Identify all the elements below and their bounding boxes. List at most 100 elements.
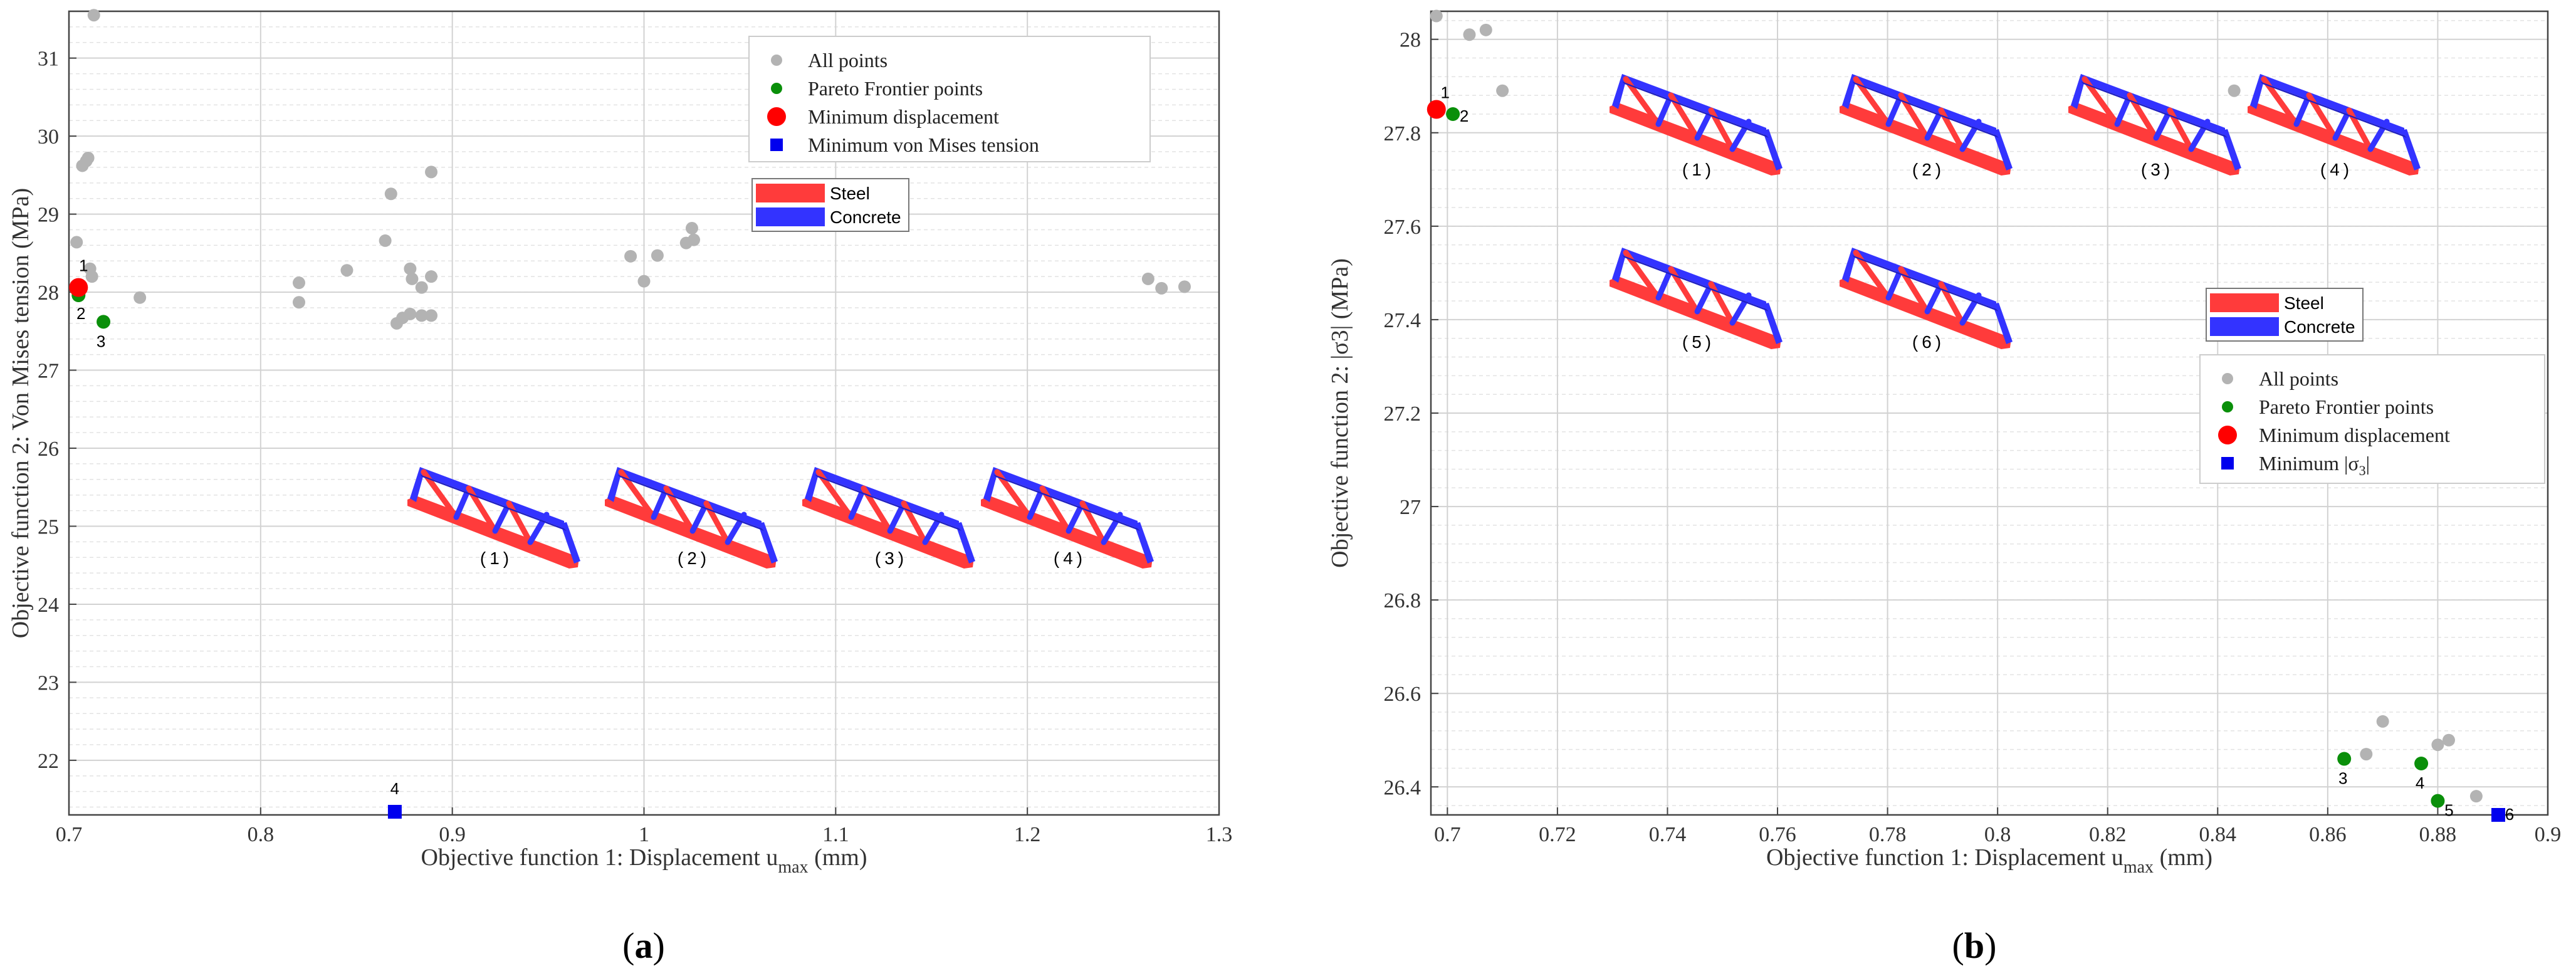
concrete-diagonal-6 [2188,118,2211,152]
data-point [2376,715,2389,728]
truss-diagram-6 [1840,248,2013,349]
data-point [1463,28,1476,41]
concrete-diagonal-6 [1959,292,1982,326]
data-point-square [2491,808,2505,822]
y-tick-label: 23 [38,671,59,695]
material-legend: Steel Concrete [2206,288,2364,342]
steel-diagonal-1 [2081,76,2120,127]
concrete-right-post [1762,129,1783,171]
concrete-diagonal-6 [527,512,550,545]
x-tick-label: 0.8 [248,823,275,846]
panel-label: (b) [1952,925,1997,966]
truss-diagram-2 [605,467,778,569]
concrete-top-chord [617,467,762,528]
steel-diagonal-1 [1853,249,1892,301]
x-tick-label: 0.86 [2309,823,2347,846]
point-label: 3 [2338,769,2347,788]
truss-caption: (3) [2141,160,2174,179]
truss-diagram-1 [1610,74,1783,176]
concrete-swatch [2210,317,2279,336]
concrete-top-chord [815,467,959,528]
legend-subscript: 3 [2359,463,2366,478]
legend: All points Pareto Frontier points Minimum … [748,36,1151,162]
x-tick-label: 0.8 [1984,823,2011,846]
series-0 [1430,9,2483,803]
concrete-right-post [1134,522,1154,564]
y-tick-label: 25 [38,515,59,538]
y-tick-label: 27.8 [1384,122,1422,145]
series-2 [1427,100,1446,119]
data-point [1496,84,1509,97]
concrete-top-chord [1622,74,1766,135]
point-label: 6 [2505,805,2514,824]
data-point [2414,757,2429,771]
data-point [69,278,88,297]
data-point [406,272,419,285]
panel-letter: b [1964,925,1984,966]
y-tick-label: 24 [38,594,59,617]
legend-box [748,36,1151,162]
data-point [70,236,83,249]
truss-caption: (1) [1682,160,1715,179]
data-point [81,151,95,164]
y-tick-label: 29 [38,204,59,227]
data-point [425,165,438,179]
data-point [637,275,651,288]
data-point [404,262,417,275]
x-tick-label: 1.3 [1206,823,1233,846]
data-point [1427,100,1446,119]
data-point [379,234,392,247]
steel-diagonal-1 [1623,76,1662,127]
x-tick-label: 0.76 [1759,823,1796,846]
panel-letter: a [635,925,653,966]
concrete-right-post [2221,129,2241,171]
x-tick-label: 0.9 [439,823,466,846]
data-point [415,281,428,294]
concrete-top-chord [1852,248,1996,309]
point-label: 2 [76,304,85,323]
concrete-right-post [1762,303,1783,344]
x-tick-label: 1.2 [1014,823,1041,846]
y-tick-label: 27.6 [1384,216,1422,239]
concrete-right-post [2401,129,2421,171]
steel-diagonal-1 [994,469,1033,520]
data-point [293,296,305,309]
legend-label: Pareto Frontier points [2259,396,2434,418]
data-point [624,249,637,263]
x-tick-label: 1.1 [822,823,849,846]
x-tick-label: 0.82 [2089,823,2127,846]
concrete-top-chord [1852,74,1996,135]
concrete-diagonal-6 [725,512,747,545]
concrete-right-post [758,522,778,564]
concrete-shadow [1622,255,1769,312]
concrete-top-chord [420,467,564,528]
truss-caption: (1) [480,548,513,568]
steel-diagonal-1 [1623,249,1662,301]
y-tick-label: 31 [38,48,59,71]
series-3 [2491,808,2505,822]
series-0 [70,9,1191,330]
steel-diagonal-1 [1853,76,1892,127]
truss-diagram-2 [1840,74,2013,176]
concrete-shadow [1852,81,1999,138]
y-tick-label: 27.2 [1384,402,1422,426]
truss-diagram-3 [2068,74,2241,176]
concrete-diagonal-6 [922,512,945,545]
series-1 [1446,107,2445,808]
concrete-shadow [1622,81,1769,138]
steel-swatch [2210,293,2279,312]
x-axis-label-unit: (mm) [2154,844,2212,871]
concrete-diagonal-6 [2367,118,2390,152]
legend-marker [771,55,782,66]
y-tick-label: 27.4 [1384,309,1422,332]
concrete-diagonal-6 [1959,118,1982,152]
legend-marker [770,139,783,151]
data-point [415,309,428,322]
data-point [425,309,438,322]
concrete-label: Concrete [2284,317,2355,337]
data-point [87,9,100,22]
y-tick-label: 22 [38,750,59,773]
legend-marker [2221,457,2234,470]
data-point [651,249,664,262]
